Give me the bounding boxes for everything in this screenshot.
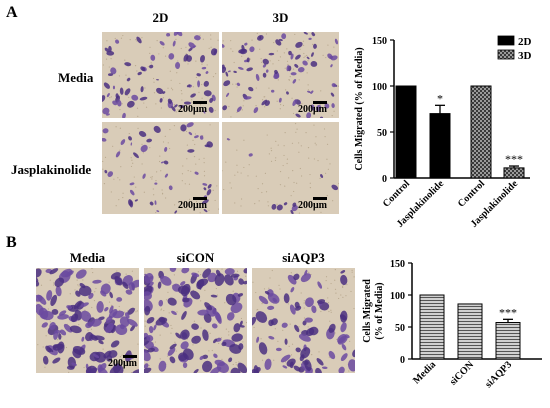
y-tick-label: 150 — [390, 259, 405, 270]
panel-b-col-siaqp3: siAQP3 — [282, 250, 325, 265]
scale-bar-a3: 200μm — [178, 197, 207, 211]
micrograph-b-sicon — [144, 268, 247, 373]
x-tick-label: siAQP3 — [483, 359, 514, 390]
bar — [457, 303, 483, 360]
panel-a-row-media: Media — [58, 70, 94, 85]
micrograph-b-media — [36, 268, 139, 373]
micrograph-2d-media — [102, 32, 219, 118]
panel-a-col-3d: 3D — [272, 10, 289, 25]
panel-a-col-2d: 2D — [152, 10, 169, 25]
y-axis-label: Cells Migrated — [362, 279, 373, 343]
scale-bar-a4: 200μm — [298, 197, 327, 211]
y-tick-label: 0 — [400, 355, 405, 366]
panel-b-col-media: Media — [69, 250, 106, 265]
panel-b-letter: B — [6, 234, 17, 251]
y-axis-label: (% of Media) — [374, 282, 385, 339]
legend-swatch — [497, 49, 515, 60]
scale-bar-b1: 200μm — [108, 355, 137, 369]
panel-a-letter: A — [6, 4, 18, 21]
bar — [429, 113, 451, 179]
y-tick-label: 150 — [372, 36, 387, 47]
y-tick-label: 100 — [372, 82, 387, 93]
x-tick-label: siCON — [448, 359, 477, 388]
scale-bar-a2: 200μm — [298, 101, 327, 115]
bar — [495, 322, 521, 360]
legend-label: 3D — [518, 50, 532, 62]
significance-label: * — [437, 91, 443, 105]
y-axis-label: Cells Migrated (% of Media) — [354, 47, 365, 170]
significance-label: *** — [505, 152, 523, 166]
panel-b-col-sicon: siCON — [176, 250, 215, 265]
significance-label: *** — [499, 305, 517, 319]
y-tick-label: 50 — [395, 323, 405, 334]
bar — [395, 85, 417, 179]
legend-label: 2D — [518, 36, 532, 48]
y-tick-label: 100 — [390, 291, 405, 302]
panel-a-row-jasplakinolide: Jasplakinolide — [11, 162, 92, 177]
bar — [419, 294, 445, 360]
y-tick-label: 50 — [377, 128, 387, 139]
bar — [503, 167, 525, 179]
legend-swatch — [497, 35, 515, 46]
x-tick-label: Media — [411, 359, 438, 386]
micrograph-b-siaqp3 — [252, 268, 355, 373]
y-tick-label: 0 — [382, 174, 387, 185]
chart-b: 0 50 100 150 Cells Migrated (% of Media) *** Me… — [362, 259, 542, 390]
bar — [470, 85, 492, 179]
scale-bar-a1: 200μm — [178, 101, 207, 115]
x-tick-label: Control — [456, 178, 487, 209]
